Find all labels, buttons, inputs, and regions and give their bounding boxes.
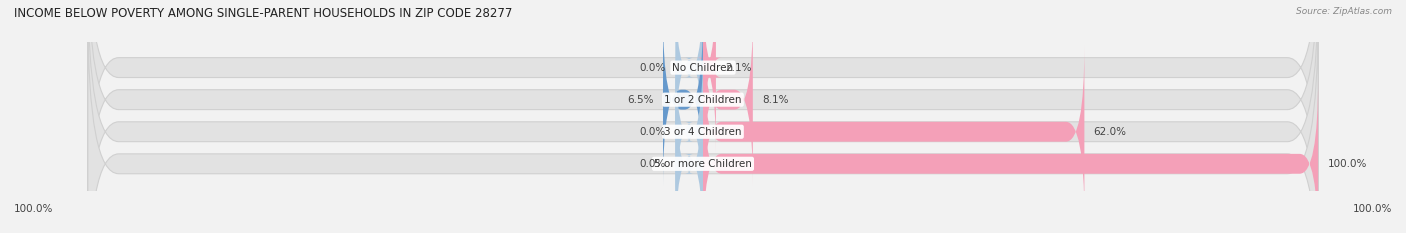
Text: 0.0%: 0.0% — [640, 127, 666, 137]
FancyBboxPatch shape — [675, 0, 703, 154]
FancyBboxPatch shape — [675, 45, 703, 218]
Text: 100.0%: 100.0% — [1327, 159, 1367, 169]
FancyBboxPatch shape — [703, 78, 1319, 233]
FancyBboxPatch shape — [87, 0, 1319, 218]
Text: 1 or 2 Children: 1 or 2 Children — [664, 95, 742, 105]
FancyBboxPatch shape — [697, 0, 721, 154]
Text: No Children: No Children — [672, 63, 734, 73]
Text: 62.0%: 62.0% — [1094, 127, 1126, 137]
Text: 3 or 4 Children: 3 or 4 Children — [664, 127, 742, 137]
Text: Source: ZipAtlas.com: Source: ZipAtlas.com — [1296, 7, 1392, 16]
Text: 100.0%: 100.0% — [14, 204, 53, 214]
Text: 2.1%: 2.1% — [725, 63, 752, 73]
Text: 0.0%: 0.0% — [640, 63, 666, 73]
FancyBboxPatch shape — [87, 0, 1319, 233]
Text: 100.0%: 100.0% — [1353, 204, 1392, 214]
FancyBboxPatch shape — [87, 0, 1319, 233]
FancyBboxPatch shape — [664, 14, 703, 186]
Text: 5 or more Children: 5 or more Children — [654, 159, 752, 169]
Text: INCOME BELOW POVERTY AMONG SINGLE-PARENT HOUSEHOLDS IN ZIP CODE 28277: INCOME BELOW POVERTY AMONG SINGLE-PARENT… — [14, 7, 512, 20]
Text: 8.1%: 8.1% — [762, 95, 789, 105]
Text: 0.0%: 0.0% — [640, 159, 666, 169]
FancyBboxPatch shape — [675, 78, 703, 233]
FancyBboxPatch shape — [703, 45, 1084, 218]
FancyBboxPatch shape — [703, 14, 752, 186]
FancyBboxPatch shape — [87, 14, 1319, 233]
Text: 6.5%: 6.5% — [627, 95, 654, 105]
